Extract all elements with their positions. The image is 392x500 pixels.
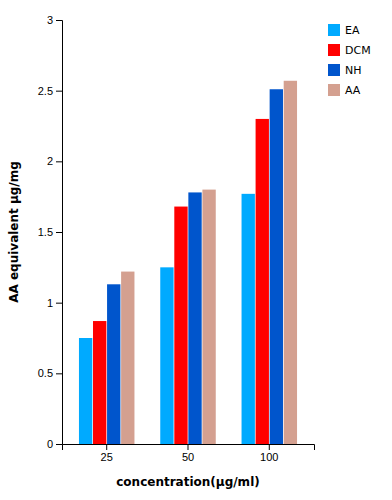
legend-item: DCM [328,44,371,57]
tick: 1 [47,297,62,309]
bar [242,194,255,444]
bar-series [107,89,283,444]
legend-label: DCM [345,44,371,57]
bar-series [121,81,297,444]
y-axis-title: AA equivalent μg/mg [7,161,21,303]
tick-label: 2.5 [38,85,53,97]
tick-mark [56,91,62,92]
legend-swatch [328,84,340,96]
legend-label: NH [345,64,362,77]
tick: 1.5 [38,226,62,238]
bar-series [93,119,269,444]
bar-series [79,194,255,444]
tick-label: 1 [47,297,53,309]
legend-swatch [328,44,340,56]
tick-mark [56,303,62,304]
legend-item: NH [328,64,362,77]
tick-mark [188,444,189,450]
bar [270,89,283,444]
tick: 3 [47,14,62,26]
tick-label: 2 [47,155,53,167]
tick-label: 25 [101,451,113,463]
legend-label: EA [345,24,360,37]
tick-label: 100 [260,451,278,463]
tick-mark [56,20,62,21]
bar [79,338,92,444]
tick-mark [56,161,62,162]
bar [160,267,173,444]
tick: 0.5 [38,367,62,379]
bar [188,192,201,444]
tick-mark [106,444,107,450]
axis-line [56,21,63,445]
tick-mark [269,444,270,450]
legend-swatch [328,64,340,76]
tick-mark [56,373,62,374]
tick: 25 [101,444,113,463]
tick-mark [56,232,62,233]
tick-mark [56,444,62,445]
bar [107,284,120,444]
bar [256,119,269,444]
legend: EA DCM NH AA [328,24,371,97]
bar [284,81,297,444]
bar [93,321,106,444]
tick: 100 [260,444,278,463]
axis-line [63,445,315,451]
tick-label: 3 [47,14,53,26]
tick: 0 [47,438,62,450]
tick: 2.5 [38,85,62,97]
legend-label: AA [345,84,361,97]
tick-label: 0.5 [38,367,53,379]
legend-swatch [328,24,340,36]
x-axis: 25 50 100 [63,444,315,463]
chart: 0 0.5 1 1.5 2 2.5 3 25 50 100concentration(μg/ml)… [0,0,392,500]
tick-label: 0 [47,438,53,450]
legend-item: EA [328,24,360,37]
tick-label: 1.5 [38,226,53,238]
tick-label: 50 [182,451,194,463]
bar [202,190,215,444]
legend-item: AA [328,84,361,97]
bars [79,81,297,444]
bar [174,207,187,444]
tick: 50 [182,444,194,463]
x-axis-title: concentration(μg/ml) [116,475,259,489]
tick: 2 [47,155,62,167]
bar [121,272,134,444]
y-axis: 0 0.5 1 1.5 2 2.5 3 [38,14,63,450]
plot: 0 0.5 1 1.5 2 2.5 3 25 50 100concentration(μg/ml)… [7,14,315,489]
